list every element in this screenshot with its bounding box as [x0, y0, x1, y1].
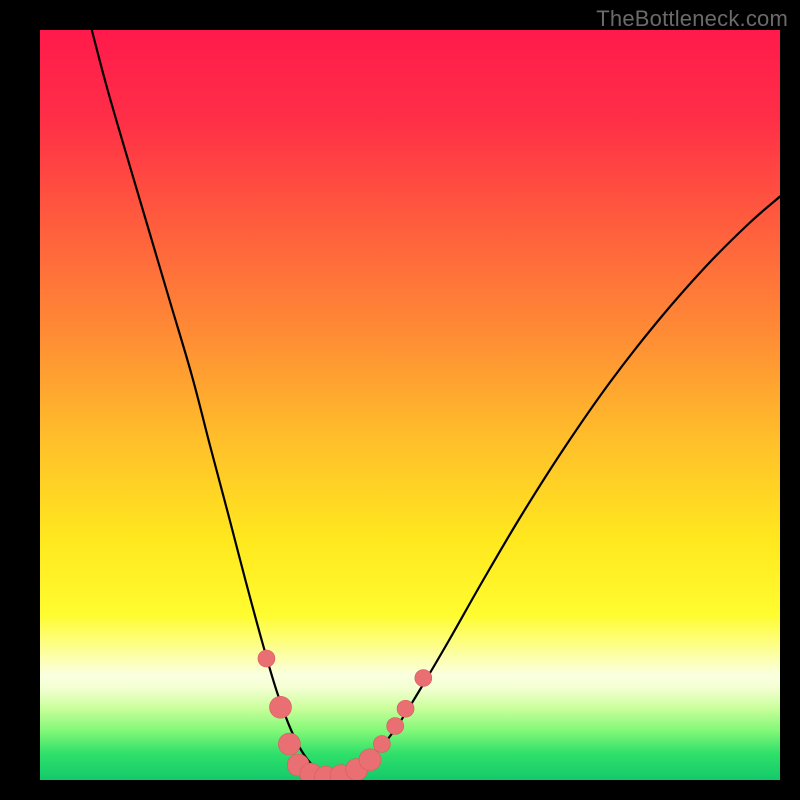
- data-marker: [278, 733, 300, 755]
- plot-area: [40, 30, 780, 780]
- watermark-text: TheBottleneck.com: [596, 6, 788, 32]
- data-marker: [415, 670, 432, 687]
- data-marker: [397, 700, 414, 717]
- data-marker: [359, 749, 381, 771]
- data-marker: [258, 650, 275, 667]
- data-marker: [387, 718, 404, 735]
- data-marker: [373, 736, 390, 753]
- data-marker: [270, 696, 292, 718]
- chart-background: [40, 30, 780, 780]
- bottleneck-chart: [40, 30, 780, 780]
